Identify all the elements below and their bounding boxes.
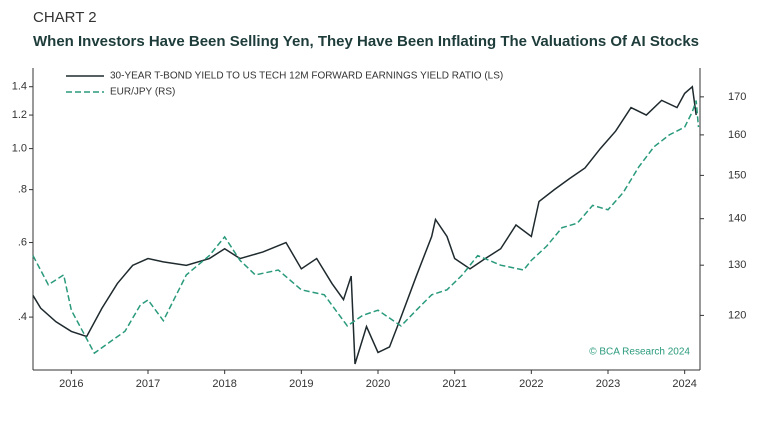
x-tick-label: 2016: [59, 378, 83, 390]
chart-label: CHART 2: [33, 9, 97, 26]
y2-tick-label: 140: [728, 213, 746, 225]
x-tick-label: 2017: [136, 378, 160, 390]
y-tick-label: 1.2: [12, 109, 27, 121]
x-tick-label: 2022: [519, 378, 543, 390]
chart-title: When Investors Have Been Selling Yen, Th…: [33, 33, 699, 50]
y2-tick-label: 120: [728, 309, 746, 321]
x-tick-label: 2021: [442, 378, 466, 390]
x-tick-label: 2020: [366, 378, 390, 390]
y2-tick-label: 170: [728, 91, 746, 103]
x-tick-label: 2018: [212, 378, 236, 390]
y-tick-label: 1.4: [12, 81, 27, 93]
y-tick-label: .4: [18, 311, 27, 323]
legend-entry: EUR/JPY (RS): [110, 87, 175, 98]
y-tick-label: .6: [18, 236, 27, 248]
y2-tick-label: 130: [728, 259, 746, 271]
series-line: [32, 100, 700, 355]
legend-entry: 30-YEAR T-BOND YIELD TO US TECH 12M FORW…: [110, 71, 503, 82]
x-tick-label: 2024: [672, 378, 696, 390]
x-tick-label: 2019: [289, 378, 313, 390]
y-tick-label: 1.0: [12, 142, 27, 154]
x-tick-label: 2023: [596, 378, 620, 390]
source-note: © BCA Research 2024: [589, 347, 690, 358]
y2-tick-label: 160: [728, 129, 746, 141]
y-tick-label: .8: [18, 184, 27, 196]
y2-tick-label: 150: [728, 169, 746, 181]
series-line: [32, 85, 697, 365]
